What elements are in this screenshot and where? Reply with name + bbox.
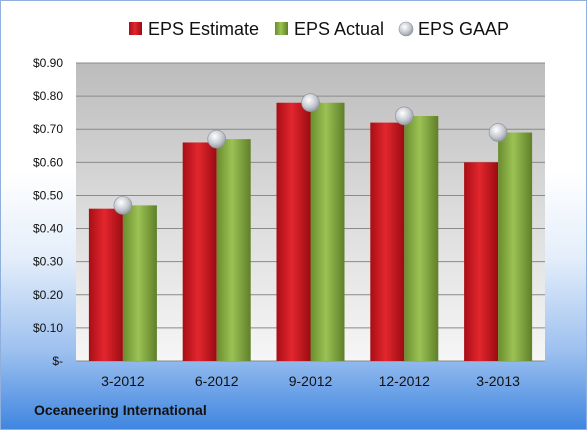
y-tick-label: $0.10: [33, 321, 63, 335]
eps-estimate-bar: [370, 122, 405, 361]
eps-actual-bar: [216, 139, 251, 361]
x-axis-categories: 3-2012 6-2012 9-2012 12-2012 3-2013: [101, 373, 520, 389]
y-tick-label: $0.40: [33, 222, 63, 236]
eps-estimate-bar: [182, 142, 217, 361]
x-category-label: 3-2012: [101, 373, 145, 389]
y-tick-label: $0.90: [33, 56, 63, 70]
company-name: Oceaneering International: [34, 402, 207, 418]
eps-estimate-bar: [88, 208, 123, 361]
eps-estimate-bar: [276, 102, 311, 361]
gaap-markers: [113, 93, 508, 215]
x-category-label: 12-2012: [379, 373, 431, 389]
bar-series: [88, 102, 533, 361]
eps-actual-bar: [404, 115, 439, 361]
eps-actual-bar: [310, 102, 345, 361]
eps-gaap-point: [207, 129, 226, 149]
legend: EPS Estimate EPS Actual EPS GAAP: [129, 19, 509, 39]
y-tick-label: $0.60: [33, 155, 63, 169]
eps-actual-bar: [498, 132, 533, 361]
eps-actual-bar: [122, 205, 157, 361]
y-tick-label: $0.80: [33, 89, 63, 103]
y-tick-label: $0.30: [33, 255, 63, 269]
legend-swatch: [129, 22, 142, 35]
y-tick-label: $0.20: [33, 288, 63, 302]
eps-estimate-bar: [464, 162, 499, 361]
y-axis-ticks: $- $0.10 $0.20 $0.30 $0.40 $0.50 $0.60 $0.70 $0.…: [33, 56, 63, 368]
legend-label: EPS Estimate: [148, 19, 259, 39]
eps-gaap-point: [113, 196, 133, 215]
x-category-label: 9-2012: [289, 373, 333, 389]
legend-label: EPS Actual: [294, 19, 384, 39]
y-tick-label: $-: [52, 354, 63, 368]
y-tick-label: $0.70: [33, 122, 63, 136]
eps-gaap-point: [488, 123, 508, 142]
x-category-label: 6-2012: [195, 373, 239, 389]
eps-gaap-point: [301, 93, 320, 113]
x-category-label: 3-2013: [476, 373, 520, 389]
legend-swatch: [275, 22, 288, 35]
eps-gaap-point: [394, 106, 414, 126]
y-tick-label: $0.50: [33, 188, 63, 202]
legend-swatch-gaap: [398, 21, 414, 37]
legend-label: EPS GAAP: [418, 19, 509, 39]
